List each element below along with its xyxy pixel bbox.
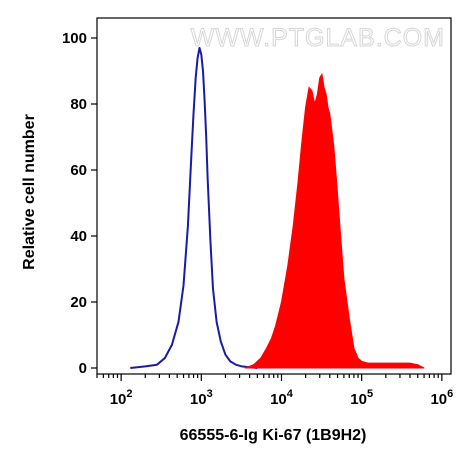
series-1-filled-histogram (244, 72, 425, 369)
series-layer (130, 46, 425, 369)
y-tick-label: 80 (70, 96, 87, 113)
y-tick-label: 60 (70, 162, 87, 179)
x-tick-label: 106 (430, 388, 453, 408)
series-0-outline-histogram (130, 46, 258, 369)
plot-frame (96, 17, 452, 375)
y-tick-label: 40 (70, 228, 87, 245)
y-tick-label: 20 (70, 294, 87, 311)
watermark: WWW.PTGLAB.COM (191, 24, 445, 52)
y-axis-ticks: 0 20 40 60 80 100 (62, 30, 97, 377)
x-axis-label: 66555-6-Ig Ki-67 (1B9H2) (180, 427, 367, 444)
x-tick-label: 102 (110, 388, 133, 408)
x-tick-label: 104 (270, 388, 294, 408)
x-tick-label: 103 (190, 388, 213, 408)
y-tick-label: 100 (62, 30, 87, 47)
y-axis-label: Relative cell number (21, 114, 38, 270)
x-tick-label: 105 (350, 388, 373, 408)
y-tick-label: 0 (79, 360, 87, 377)
x-axis-ticks: 102 103 104 105 106 (96, 374, 453, 408)
axes (96, 17, 452, 375)
